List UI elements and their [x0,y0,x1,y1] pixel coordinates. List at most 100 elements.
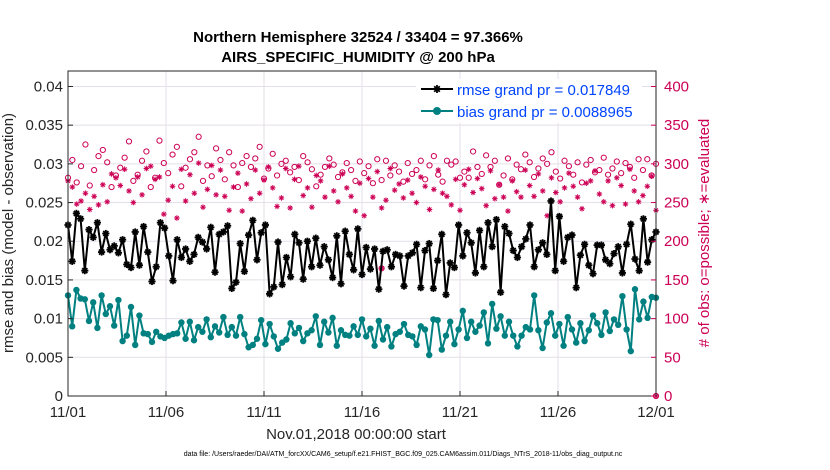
obs-evaluated-point [304,185,311,191]
rmse-point [560,257,568,265]
bias-point [102,310,110,318]
obs-possible-point [618,170,625,177]
rmse-point [354,225,362,233]
obs-evaluated-point [147,163,154,169]
rmse-point [135,261,143,269]
obs-possible-point [143,148,150,155]
obs-evaluated-point [113,174,119,181]
rmse-point [476,226,484,235]
obs-possible-point [77,163,85,170]
obs-evaluated-point [248,195,254,202]
y-left-tick-label: 0 [55,388,63,405]
rmse-point [522,235,530,243]
bias-point [316,341,324,349]
bias-point [589,312,597,319]
obs-possible-point [313,183,320,190]
bias-point [94,324,101,332]
y-right-tick-label: 200 [664,233,689,250]
bias-point [388,343,395,350]
bias-point [308,327,315,334]
obs-evaluated-point [309,204,315,210]
bias-point [90,299,97,306]
bias-point [489,300,496,308]
rmse-point [576,251,584,259]
bias-point [312,313,319,320]
y-left-tick-label: 0.005 [25,349,63,366]
rmse-point [219,228,227,236]
obs-evaluated-point [518,194,524,200]
y-left-tick-label: 0.025 [25,195,63,212]
obs-possible-point [578,179,586,186]
bias-point [266,320,273,328]
rmse-point [308,263,316,271]
rmse-point [203,245,211,253]
rmse-point [245,231,253,239]
obs-evaluated-point [256,190,263,197]
obs-possible-point [361,170,368,177]
obs-possible-point [644,156,651,163]
bias-point [136,312,143,319]
obs-evaluated-point [330,188,337,194]
rmse-point [497,288,505,296]
rmse-point [623,240,631,248]
rmse-point [471,269,479,277]
rmse-point [627,220,635,228]
obs-possible-point [73,179,80,186]
rmse-point [156,219,164,227]
obs-possible-point [378,177,385,184]
bias-point [363,333,370,340]
rmse-point [396,252,404,260]
bias-point [573,339,580,346]
obs-evaluated-point [222,193,228,200]
bias-point [526,326,534,333]
obs-evaluated-point [287,205,293,211]
obs-evaluated-point [100,181,106,188]
bias-point [216,329,223,336]
bias-point [224,331,231,339]
rmse-point [236,239,244,248]
rmse-point [614,243,622,251]
obs-evaluated-point [522,167,529,173]
obs-evaluated-point [413,199,420,206]
obs-evaluated-point [426,206,433,213]
rmse-point [152,263,160,271]
bias-point [543,319,550,326]
obs-evaluated-point [300,192,306,199]
bias-point [190,337,198,344]
bias-point [337,327,345,334]
obs-possible-point [99,146,106,154]
obs-evaluated-point [465,166,472,173]
obs-possible-point [130,177,137,184]
rmse-point [119,236,127,244]
obs-possible-point [483,152,490,159]
bias-point [501,332,508,339]
obs-evaluated-point [361,212,367,219]
obs-evaluated-point [553,189,559,196]
obs-possible-point [500,172,507,179]
obs-evaluated-point [439,190,446,197]
obs-evaluated-point [156,174,163,180]
obs-evaluated-point [317,178,324,184]
rmse-point [568,231,576,239]
bias-point [619,292,626,300]
x-tick-label: 11/06 [148,404,184,421]
bias-point [505,318,513,325]
obs-possible-point [121,154,128,161]
obs-evaluated-point [313,172,320,179]
bias-point [631,286,639,293]
obs-possible-point [326,155,333,162]
legend-bias-label: bias grand pr = 0.0088965 [457,104,633,121]
obs-possible-point [91,166,98,174]
bias-point [148,338,156,346]
obs-possible-point [186,156,194,163]
rmse-point [232,278,240,286]
rmse-point [345,250,353,258]
x-axis-label: Nov.01,2018 00:00:00 start [266,426,447,443]
rmse-point [278,280,286,289]
rmse-point [282,253,290,262]
obs-possible-point [282,157,289,164]
y-right-tick-label: 100 [664,311,689,328]
rmse-point [375,285,383,293]
obs-evaluated-point [370,194,376,200]
rmse-point [165,252,173,260]
